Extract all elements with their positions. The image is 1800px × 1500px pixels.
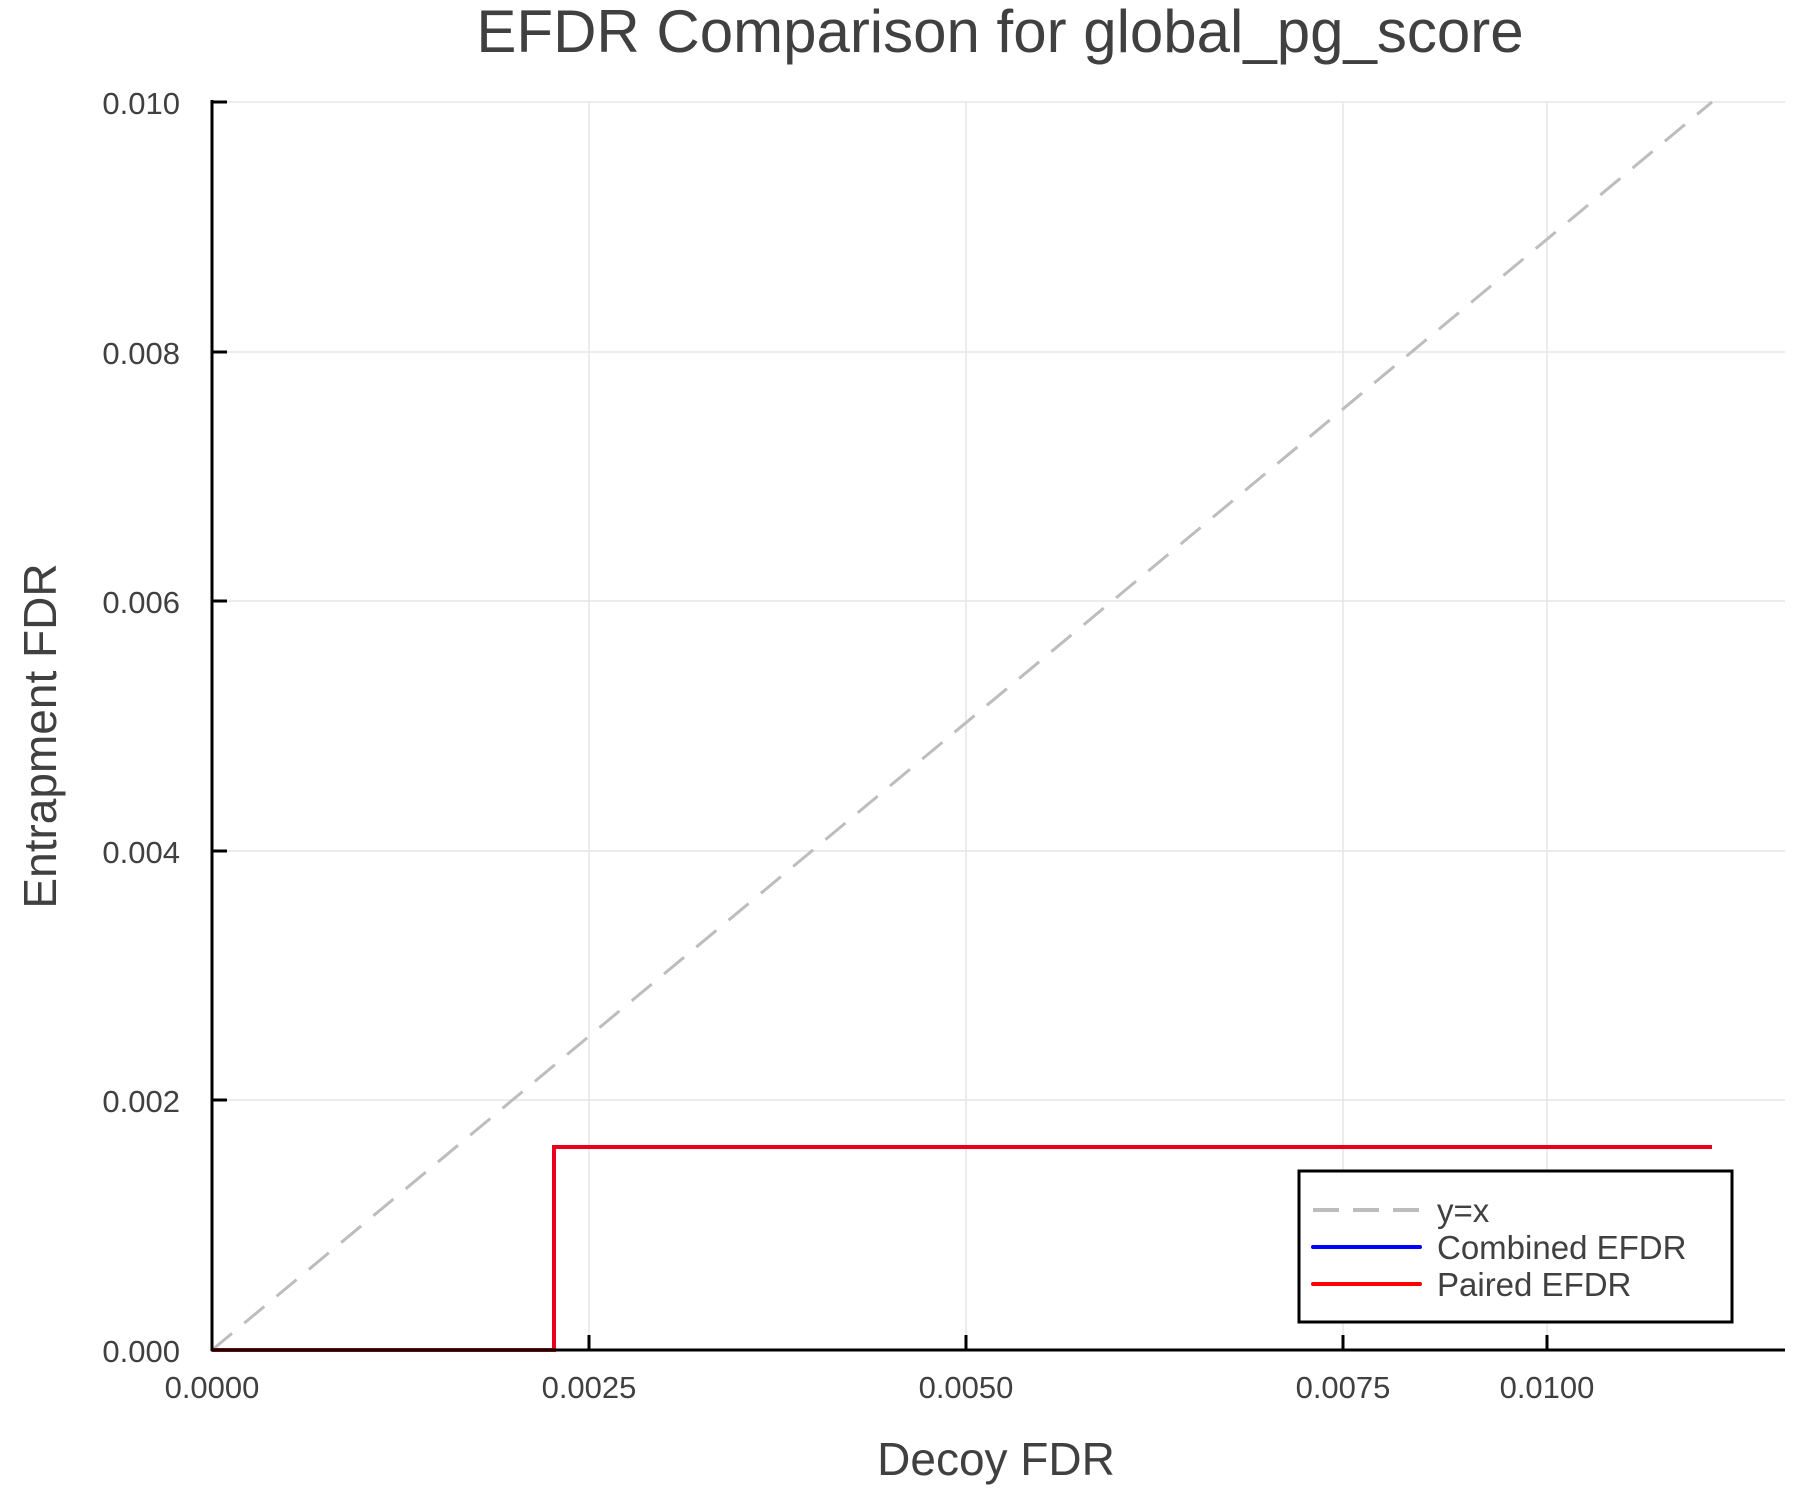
y-axis-label: Entrapment FDR bbox=[14, 563, 66, 908]
y-tick-label: 0.000 bbox=[102, 1334, 180, 1369]
x-axis-label: Decoy FDR bbox=[877, 1433, 1115, 1485]
y-tick-label: 0.002 bbox=[102, 1084, 180, 1119]
y-tick-label: 0.010 bbox=[102, 86, 180, 121]
legend: y=x Combined EFDR Paired EFDR bbox=[1297, 1169, 1734, 1324]
y-tick-label: 0.004 bbox=[102, 835, 180, 870]
x-tick-label: 0.0100 bbox=[1500, 1370, 1595, 1405]
y-tick-label: 0.006 bbox=[102, 585, 180, 620]
legend-label: y=x bbox=[1437, 1192, 1490, 1229]
x-tick-label: 0.0050 bbox=[919, 1370, 1014, 1405]
chart-title: EFDR Comparison for global_pg_score bbox=[476, 0, 1523, 65]
x-tick-label: 0.0025 bbox=[542, 1370, 637, 1405]
y-tick-label: 0.008 bbox=[102, 336, 180, 371]
series-y-equals-x bbox=[211, 100, 1713, 1352]
legend-label: Paired EFDR bbox=[1437, 1266, 1631, 1303]
legend-label: Combined EFDR bbox=[1437, 1229, 1686, 1266]
x-tick-label: 0.0075 bbox=[1296, 1370, 1391, 1405]
axes bbox=[210, 100, 1785, 1352]
grid bbox=[212, 101, 1785, 1350]
x-tick-label: 0.0000 bbox=[165, 1370, 260, 1405]
